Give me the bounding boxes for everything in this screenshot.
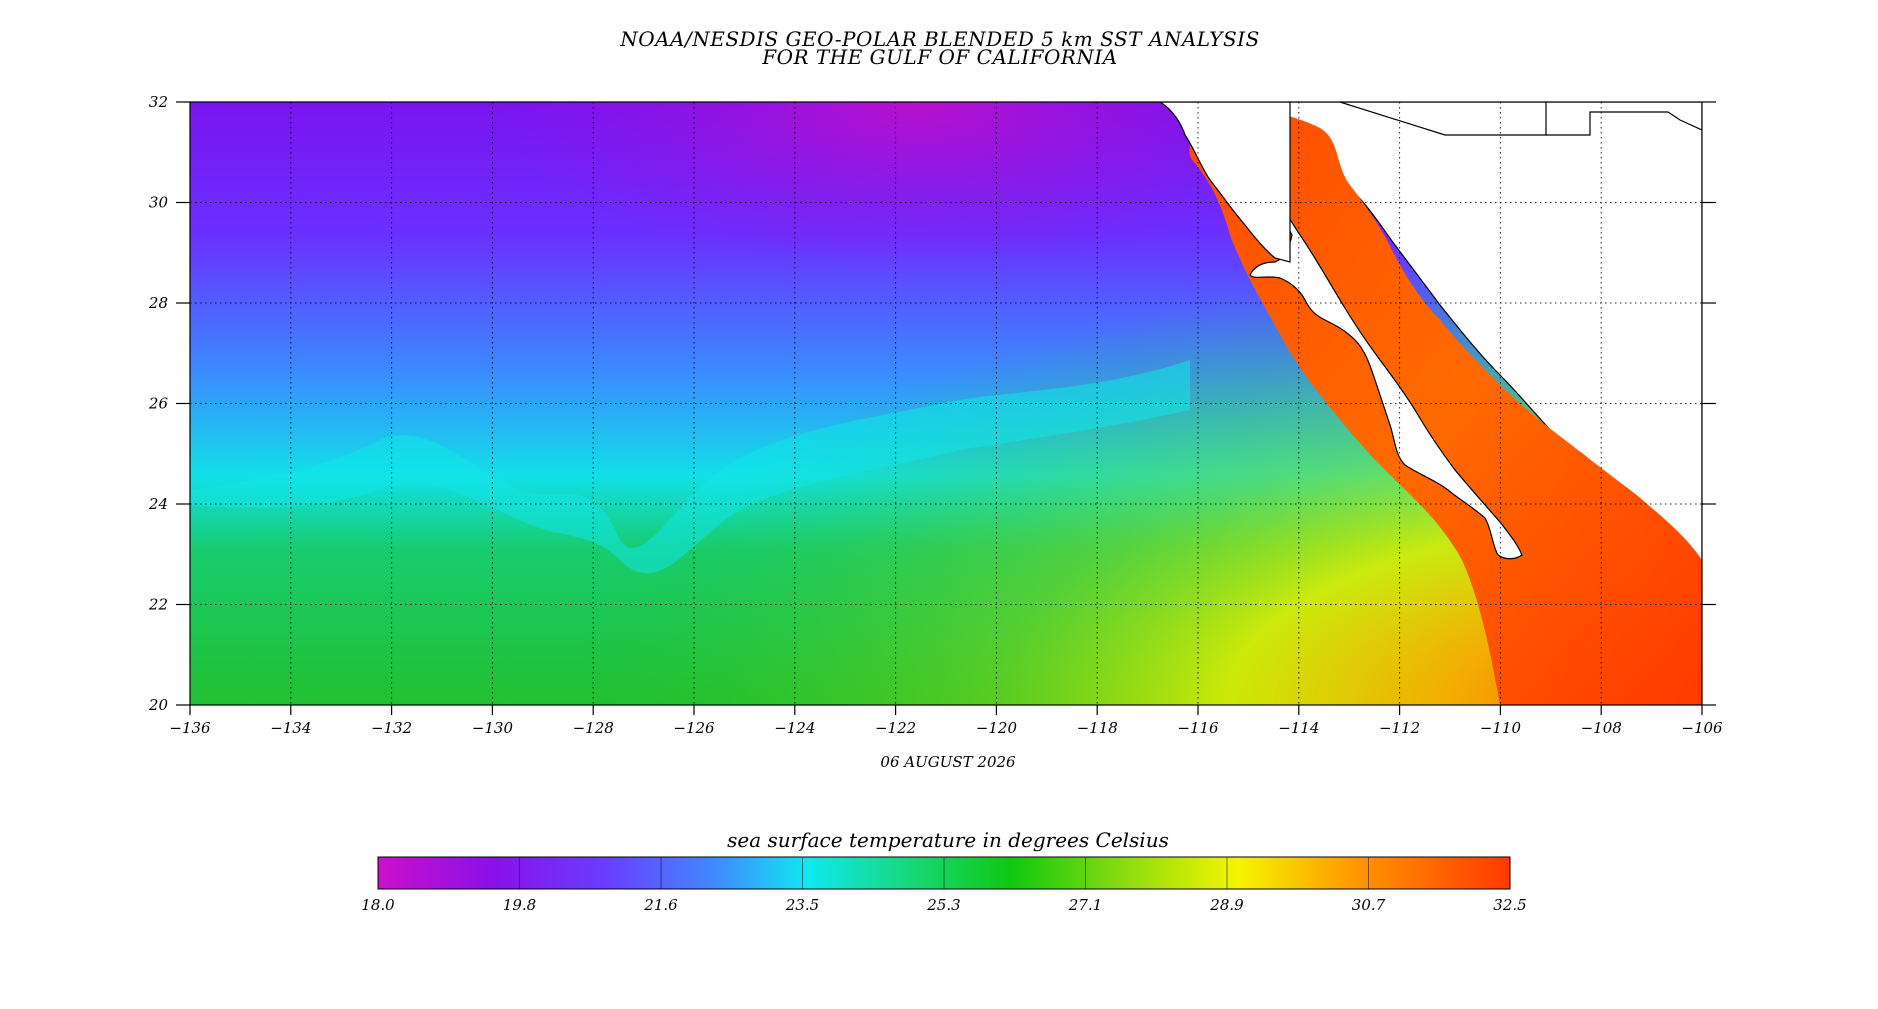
lon-tick-label: −128 xyxy=(573,719,614,737)
lat-tick-label: 22 xyxy=(148,596,168,614)
lon-tick-label: −134 xyxy=(270,719,311,737)
lon-tick-label: −106 xyxy=(1681,719,1723,737)
lon-tick-label: −124 xyxy=(774,719,815,737)
grid xyxy=(190,102,1702,705)
lat-tick-label: 28 xyxy=(148,294,168,312)
lat-tick-label: 24 xyxy=(148,495,168,513)
colorbar-title: sea surface temperature in degrees Celsi… xyxy=(727,828,1169,852)
lat-tick-label: 30 xyxy=(149,194,169,212)
colorbar-label: 23.5 xyxy=(785,896,819,914)
lon-tick-label: −126 xyxy=(673,719,715,737)
colorbar-label: 18.0 xyxy=(361,896,395,914)
analysis-date: 06 AUGUST 2026 xyxy=(880,753,1016,771)
colorbar-label: 27.1 xyxy=(1068,896,1102,914)
colorbar-label: 30.7 xyxy=(1352,896,1386,914)
colorbar-labels: 18.0 19.8 21.6 23.5 25.3 27.1 28.9 30.7 … xyxy=(361,896,1526,914)
lon-tick-label: −132 xyxy=(371,719,412,737)
map-panel xyxy=(190,102,1702,705)
lon-tick-label: −120 xyxy=(976,719,1018,737)
cyan-front xyxy=(190,360,1190,574)
lon-tick-label: −130 xyxy=(472,719,514,737)
lon-tick-label: −118 xyxy=(1077,719,1118,737)
lon-tick-label: −108 xyxy=(1581,719,1622,737)
lat-tick-label: 20 xyxy=(148,696,169,714)
lon-tick-label: −116 xyxy=(1177,719,1219,737)
colorbar-label: 32.5 xyxy=(1493,896,1526,914)
title-line-2: FOR THE GULF OF CALIFORNIA xyxy=(761,45,1118,69)
lon-tick-label: −110 xyxy=(1480,719,1522,737)
lat-tick-label: 32 xyxy=(149,93,168,111)
colorbar-label: 28.9 xyxy=(1209,896,1244,914)
lon-tick-label: −136 xyxy=(169,719,211,737)
title-line-1: NOAA/NESDIS GEO-POLAR BLENDED 5 km SST A… xyxy=(619,27,1260,51)
lon-tick-label: −112 xyxy=(1379,719,1420,737)
us-mexico-border xyxy=(1339,102,1702,136)
colorbar-ticks xyxy=(519,857,1369,889)
lat-tick-label: 26 xyxy=(148,395,169,413)
lon-tick-labels: −136 −134 −132 −130 −128 −126 −124 −122 … xyxy=(169,719,1723,737)
california-land xyxy=(1090,102,1291,263)
lon-tick-label: −122 xyxy=(875,719,916,737)
colorbar-label: 25.3 xyxy=(926,896,960,914)
gulf-of-california xyxy=(1189,108,1702,705)
lat-tick-labels: 32 30 28 26 24 22 20 xyxy=(148,93,169,714)
lon-tick-label: −114 xyxy=(1278,719,1319,737)
tick-marks xyxy=(176,101,1716,715)
colorbar-label: 19.8 xyxy=(503,896,536,914)
colorbar-label: 21.6 xyxy=(643,896,678,914)
